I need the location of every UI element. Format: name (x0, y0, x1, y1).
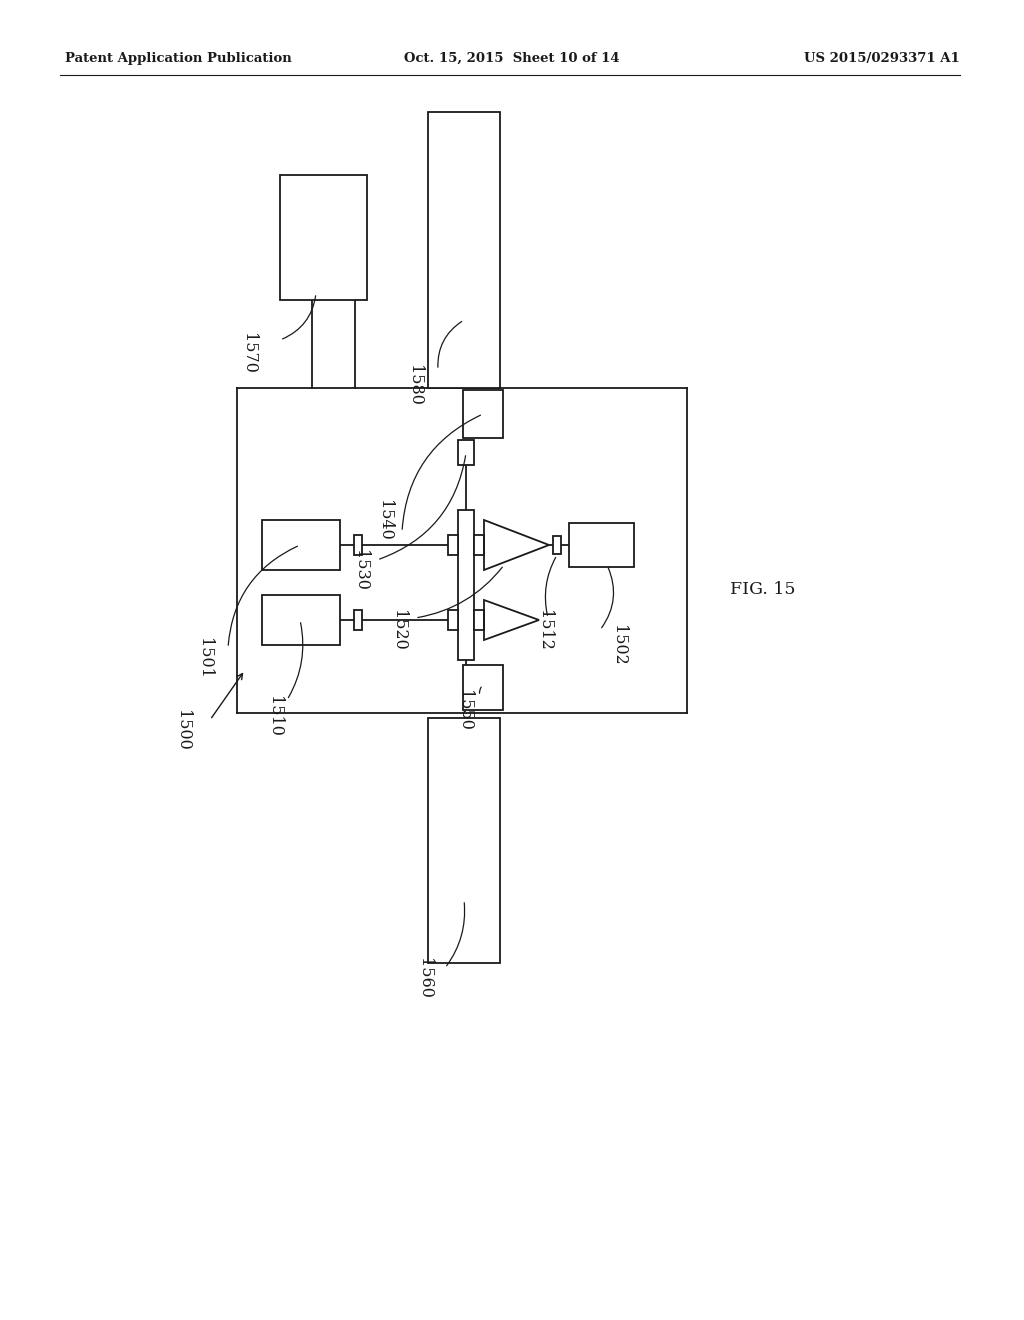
Bar (354, 535, 362, 554)
Text: 1550: 1550 (456, 689, 472, 730)
Bar (354, 610, 362, 630)
Bar (458, 510, 474, 660)
Bar (262, 595, 340, 645)
Bar (474, 610, 484, 630)
Bar (449, 535, 458, 554)
Bar (458, 440, 474, 465)
Text: Oct. 15, 2015  Sheet 10 of 14: Oct. 15, 2015 Sheet 10 of 14 (404, 51, 620, 65)
Bar (428, 718, 500, 964)
Text: Patent Application Publication: Patent Application Publication (65, 51, 292, 65)
Text: 1512: 1512 (537, 610, 554, 651)
Text: 1570: 1570 (240, 333, 256, 374)
Bar (553, 536, 561, 554)
Text: 1530: 1530 (351, 549, 369, 590)
Text: 1540: 1540 (377, 500, 393, 540)
Text: US 2015/0293371 A1: US 2015/0293371 A1 (804, 51, 961, 65)
Text: 1580: 1580 (407, 364, 424, 405)
Bar (449, 610, 458, 630)
Bar (474, 535, 484, 554)
Text: 1501: 1501 (197, 638, 213, 678)
Bar (463, 665, 503, 710)
Bar (463, 389, 503, 438)
Bar (428, 112, 500, 388)
Text: 1500: 1500 (174, 710, 191, 750)
Text: 1510: 1510 (266, 696, 284, 737)
Bar (280, 176, 367, 300)
Text: 1502: 1502 (609, 624, 627, 665)
Bar (569, 523, 634, 568)
Text: FIG. 15: FIG. 15 (730, 582, 796, 598)
Text: 1560: 1560 (417, 957, 433, 998)
Bar (262, 520, 340, 570)
Text: 1520: 1520 (389, 610, 407, 651)
